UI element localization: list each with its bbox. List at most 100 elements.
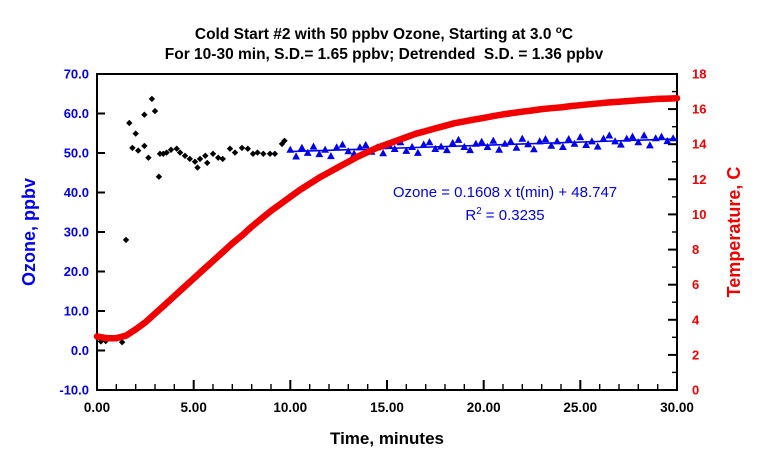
ozone-detrended-point xyxy=(443,146,451,154)
ozone-detrended-point xyxy=(327,152,335,160)
ozone-initial-point xyxy=(141,142,148,150)
ozone-detrended-point xyxy=(408,142,416,150)
y-right-tick-label: 4 xyxy=(692,312,700,327)
y-left-tick-label: 30.0 xyxy=(64,225,89,240)
fit-equation: Ozone = 0.1608 x t(min) + 48.747 xyxy=(392,184,618,201)
ozone-detrended-point xyxy=(402,146,411,154)
ozone-initial-point xyxy=(156,150,164,157)
ozone-detrended-point xyxy=(530,145,538,153)
x-tick-label: 10.00 xyxy=(273,400,307,415)
ozone-detrended-point xyxy=(622,134,631,142)
x-tick-label: 0.00 xyxy=(84,400,110,415)
ozone-initial-point xyxy=(266,150,274,157)
ozone-detrended-point xyxy=(298,143,306,151)
ozone-initial-point xyxy=(226,145,234,152)
ozone-detrended-point xyxy=(379,149,387,157)
ozone-initial-point xyxy=(196,155,204,163)
y-left-tick-label: 50.0 xyxy=(64,146,89,161)
ozone-detrended-point xyxy=(321,145,329,153)
ozone-trend-line xyxy=(290,138,678,153)
ozone-initial-point xyxy=(155,173,163,180)
x-tick-label: 25.00 xyxy=(563,400,597,415)
ozone-detrended-point xyxy=(559,142,567,150)
ozone-initial-point xyxy=(209,150,217,157)
chart-title-unit: C xyxy=(561,26,574,43)
ozone-initial-point xyxy=(151,107,159,115)
ozone-detrended-point xyxy=(651,134,660,142)
ozone-initial-point xyxy=(244,145,251,152)
ozone-initial-point xyxy=(219,155,226,163)
chart-title-text: Cold Start #2 with 50 ppbv Ozone, Starti… xyxy=(194,26,556,43)
ozone-detrended-point xyxy=(292,152,300,160)
ozone-detrended-point xyxy=(617,140,625,148)
ozone-detrended-point xyxy=(472,139,480,147)
ozone-detrended-point xyxy=(518,134,527,142)
ozone-detrended-point xyxy=(646,141,654,149)
x-tick-label: 5.00 xyxy=(181,400,207,415)
y-left-tick-label: 40.0 xyxy=(64,185,89,200)
y-right-tick-label: 0 xyxy=(692,383,699,398)
ozone-detrended-point xyxy=(553,137,561,145)
ozone-initial-point xyxy=(118,339,126,346)
x-tick-label: 15.00 xyxy=(370,400,404,415)
ozone-detrended-point xyxy=(338,140,347,148)
ozone-initial-point xyxy=(271,150,279,157)
y-right-tick-label: 10 xyxy=(692,207,706,222)
y-left-tick-label: 10.0 xyxy=(64,304,89,319)
y-right-tick-label: 14 xyxy=(692,137,707,152)
ozone-detrended-point xyxy=(663,137,672,145)
ozone-detrended-point xyxy=(541,135,550,143)
ozone-detrended-point xyxy=(356,143,364,151)
ozone-detrended-point xyxy=(303,148,312,156)
ozone-initial-point xyxy=(181,152,189,159)
ozone-detrended-point xyxy=(437,142,445,150)
ozone-initial-point xyxy=(163,149,170,156)
ozone-detrended-point xyxy=(495,145,503,153)
x-tick-label: 30.00 xyxy=(660,400,694,415)
ozone-initial-point xyxy=(215,154,222,161)
left-axis-title: Ozone, ppbv xyxy=(19,178,39,286)
ozone-initial-point xyxy=(176,149,184,156)
ozone-initial-point xyxy=(238,144,246,152)
ozone-detrended-point xyxy=(361,140,370,148)
y-left-tick-label: -10.0 xyxy=(59,383,89,398)
ozone-detrended-point xyxy=(628,132,637,140)
ozone-initial-point xyxy=(249,150,257,157)
ozone-initial-point xyxy=(191,158,199,165)
ozone-detrended-point xyxy=(669,134,677,142)
ozone-detrended-point xyxy=(535,137,544,145)
ozone-detrended-point xyxy=(414,148,422,156)
x-axis-title: Time, minutes xyxy=(330,429,444,448)
ozone-initial-point xyxy=(132,130,139,137)
degree-superscript: o xyxy=(555,24,562,36)
ozone-initial-point xyxy=(202,152,209,159)
y-left-tick-label: 70.0 xyxy=(64,67,89,82)
y-right-tick-label: 6 xyxy=(692,277,699,292)
ozone-detrended-point xyxy=(454,135,463,143)
ozone-detrended-point xyxy=(640,131,648,139)
y-left-tick-label: 20.0 xyxy=(64,264,89,279)
plot-frame xyxy=(96,73,678,391)
ozone-detrended-point xyxy=(431,144,440,152)
ozone-detrended-point xyxy=(309,142,318,150)
ozone-initial-point xyxy=(260,150,267,157)
y-right-tick-label: 12 xyxy=(692,172,706,187)
ozone-detrended-point xyxy=(344,147,353,155)
ozone-detrended-point xyxy=(448,138,457,146)
y-right-tick-label: 2 xyxy=(692,347,699,362)
ozone-detrended-point xyxy=(524,140,532,148)
ozone-detrended-point xyxy=(570,139,579,147)
y-left-tick-label: 60.0 xyxy=(64,106,89,121)
ozone-detrended-point xyxy=(489,136,498,144)
ozone-detrended-point xyxy=(582,140,590,148)
ozone-detrended-point xyxy=(564,135,573,143)
ozone-initial-point xyxy=(145,154,152,161)
ozone-detrended-point xyxy=(576,133,585,141)
ozone-detrended-point xyxy=(332,143,341,151)
ozone-initial-point xyxy=(254,149,261,156)
ozone-detrended-point xyxy=(425,138,434,146)
ozone-initial-point xyxy=(281,137,288,144)
ozone-detrended-point xyxy=(286,145,295,153)
chart-title: Cold Start #2 with 50 ppbv Ozone, Starti… xyxy=(0,24,768,44)
